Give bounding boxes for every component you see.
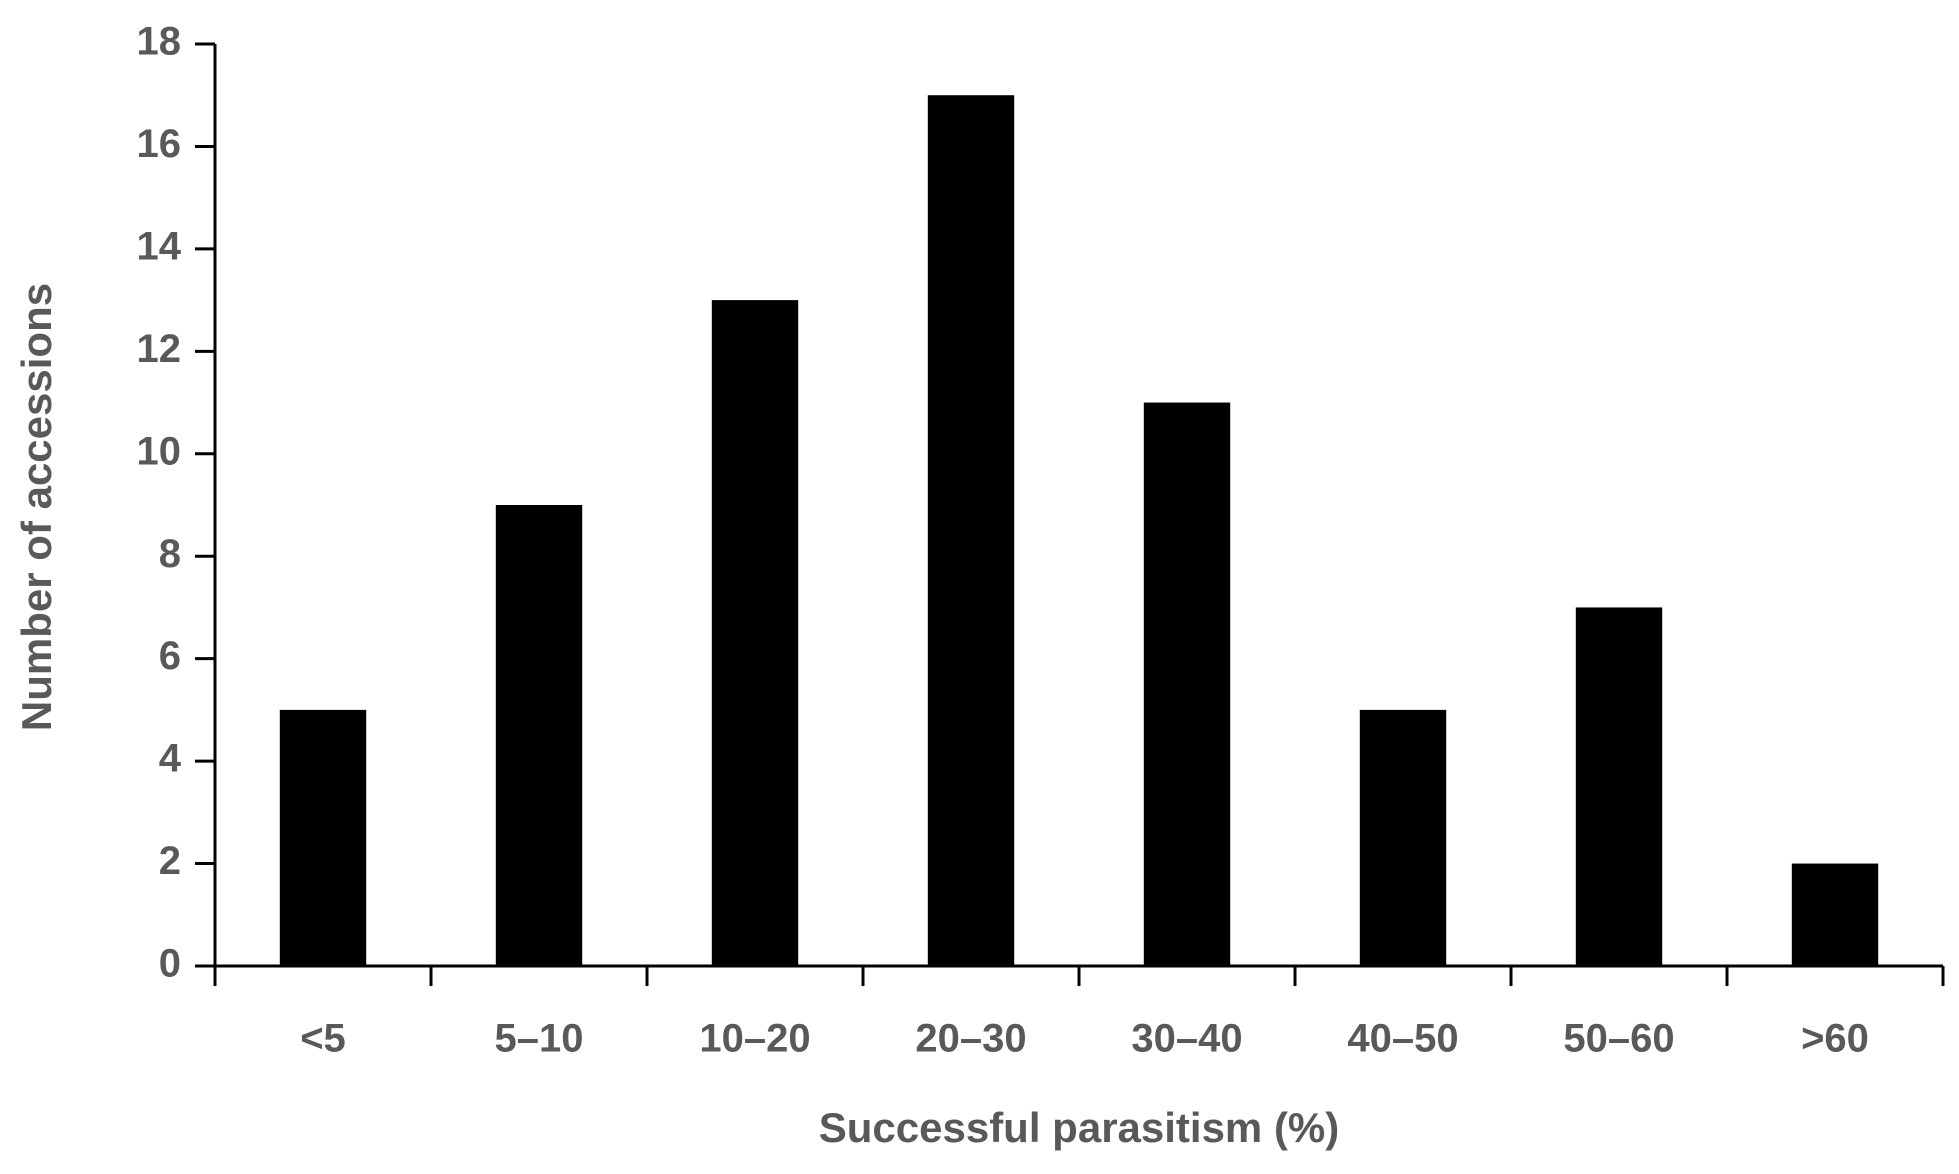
x-tick-label: 40–50 [1347,1017,1458,1061]
y-tick-label: 2 [159,839,181,883]
y-tick-label: 6 [159,634,181,678]
y-tick-label: 8 [159,532,181,576]
bar [495,505,583,966]
x-tick-label: >60 [1801,1017,1869,1061]
bar [1791,863,1879,966]
bar [1143,402,1231,966]
x-tick-label: 50–60 [1563,1017,1674,1061]
bar [927,95,1015,966]
y-tick-label: 10 [137,429,182,473]
y-tick-label: 16 [137,122,182,166]
bar [1359,709,1447,966]
x-axis-title: Successful parasitism (%) [819,1104,1340,1151]
y-tick-label: 0 [159,942,181,986]
bar [1575,607,1663,966]
y-tick-label: 12 [137,327,182,371]
y-tick-label: 18 [137,20,182,64]
y-tick-label: 4 [159,737,182,781]
y-tick-label: 14 [137,224,182,268]
x-tick-label: 20–30 [915,1017,1026,1061]
x-tick-label: 5–10 [495,1017,584,1061]
x-tick-label: 30–40 [1131,1017,1242,1061]
bar [279,709,367,966]
x-tick-label: 10–20 [699,1017,810,1061]
bar [711,300,799,967]
x-tick-label: <5 [300,1017,346,1061]
y-axis-title: Number of accessions [13,283,60,731]
